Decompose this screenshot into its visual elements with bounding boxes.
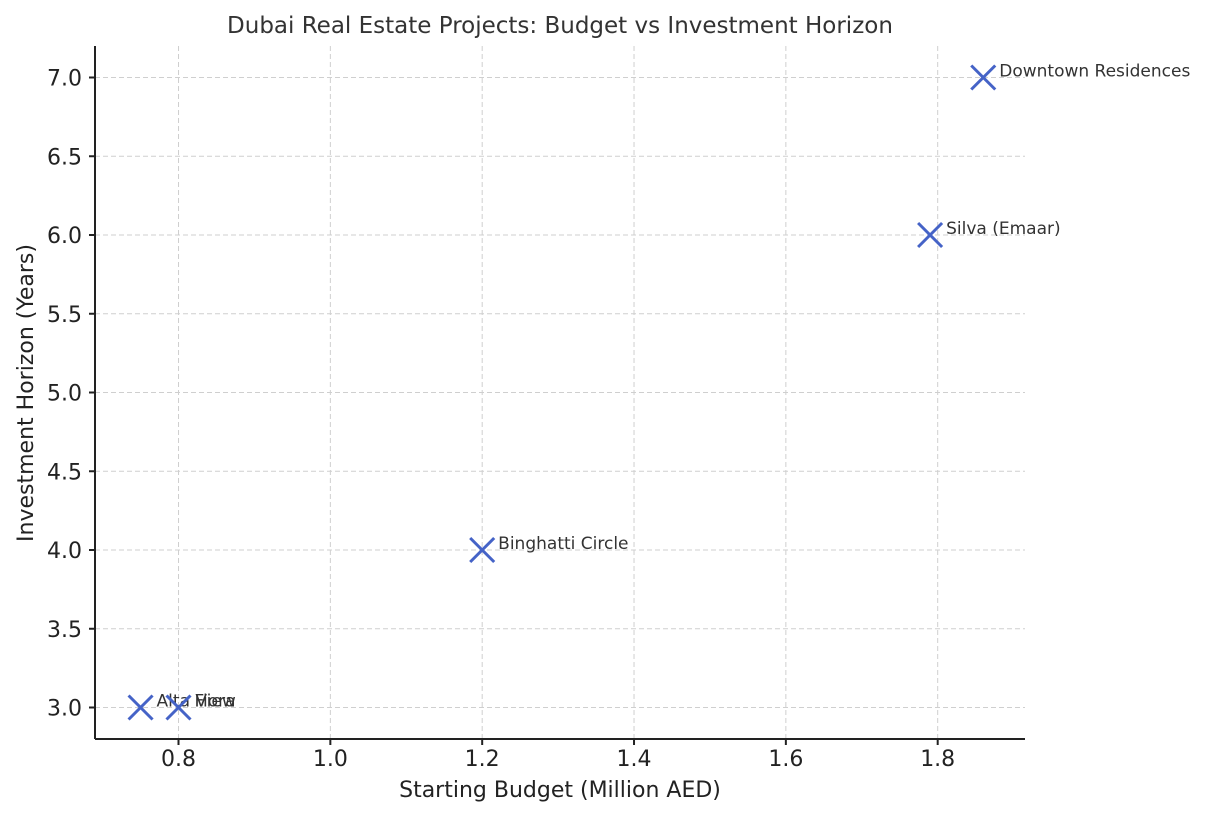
- data-point-marker: [469, 536, 496, 564]
- axis-ticks: 0.8 1.0 1.2 1.4 1.6 1.8 3.0 3.5 4.0 4.5 5.0 5.5 6.0 6…: [47, 67, 955, 773]
- y-tick-label: 6.0: [47, 224, 82, 249]
- y-tick-label: 3.0: [47, 697, 82, 722]
- x-tick-label: 1.8: [920, 747, 955, 772]
- grid-lines: [95, 46, 1025, 739]
- y-tick-label: 3.5: [47, 618, 82, 643]
- x-tick-label: 1.6: [768, 747, 803, 772]
- chart-title: Dubai Real Estate Projects: Budget vs In…: [227, 13, 893, 39]
- y-tick-label: 6.5: [47, 145, 82, 170]
- x-axis-label: Starting Budget (Million AED): [399, 778, 721, 803]
- x-tick-label: 1.2: [465, 747, 500, 772]
- data-point-label: Fiora: [195, 692, 236, 712]
- y-tick-label: 5.0: [47, 382, 82, 407]
- data-point-marker: [917, 221, 944, 249]
- y-tick-label: 7.0: [47, 67, 82, 92]
- x-tick-label: 0.8: [161, 747, 196, 772]
- data-point-label: Binghatti Circle: [498, 534, 628, 554]
- y-tick-label: 5.5: [47, 303, 82, 328]
- data-point-marker: [970, 64, 997, 91]
- data-point-marker: [127, 694, 154, 721]
- data-point-marker: [165, 694, 192, 721]
- y-tick-label: 4.5: [47, 460, 82, 485]
- x-tick-label: 1.0: [313, 747, 348, 772]
- data-point-label: Downtown Residences: [999, 62, 1190, 82]
- x-tick-label: 1.4: [617, 747, 652, 772]
- y-axis-label: Investment Horizon (Years): [14, 244, 39, 542]
- y-tick-label: 4.0: [47, 539, 82, 564]
- data-point-label: Silva (Emaar): [946, 219, 1061, 239]
